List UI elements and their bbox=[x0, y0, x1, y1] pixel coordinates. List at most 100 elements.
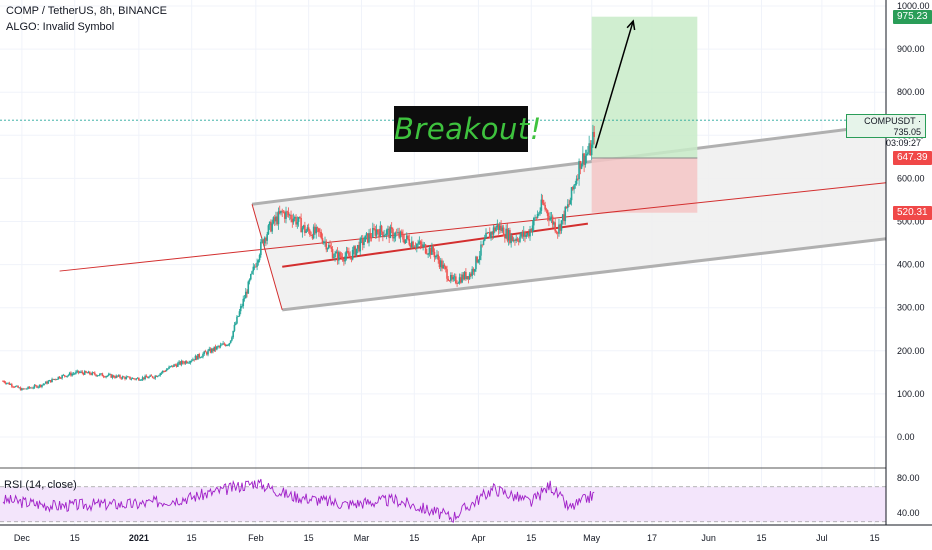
candle-body bbox=[374, 229, 377, 236]
candle-body bbox=[85, 371, 87, 373]
time-tick-label: 15 bbox=[756, 533, 766, 543]
candle-body bbox=[101, 373, 104, 377]
candle-body bbox=[471, 268, 473, 276]
candle-body bbox=[155, 375, 158, 377]
candle-body bbox=[486, 232, 489, 234]
time-tick-label: 17 bbox=[647, 533, 657, 543]
breakout-annotation[interactable]: Breakout! bbox=[394, 106, 541, 152]
candle-body bbox=[48, 380, 51, 382]
candle-body bbox=[517, 240, 520, 242]
candle-body bbox=[175, 365, 178, 367]
candle-body bbox=[353, 246, 355, 250]
candle-body bbox=[546, 210, 549, 216]
candle-body bbox=[17, 385, 19, 388]
candle-body bbox=[407, 235, 409, 240]
candle-body bbox=[44, 381, 47, 384]
candle-body bbox=[76, 370, 79, 372]
symbol-legend[interactable]: COMP / TetherUS, 8h, BINANCE bbox=[6, 5, 167, 17]
price-channel[interactable] bbox=[251, 123, 887, 312]
candle-body bbox=[38, 384, 41, 387]
candle-body bbox=[549, 217, 551, 221]
candle-body bbox=[86, 372, 89, 374]
last-price-tag: COMPUSDT · 735.05 03:09:27 bbox=[846, 114, 926, 148]
candle-body bbox=[304, 225, 306, 233]
time-tick-label: Apr bbox=[471, 533, 485, 543]
candle-body bbox=[338, 252, 340, 261]
candle-body bbox=[421, 244, 423, 247]
candle-body bbox=[224, 344, 227, 346]
candle-body bbox=[133, 378, 135, 379]
candle-body bbox=[39, 384, 42, 387]
candle-body bbox=[237, 316, 240, 317]
candle-body bbox=[117, 375, 120, 377]
candle-body bbox=[241, 306, 243, 307]
symbol-name: COMPUSDT bbox=[864, 116, 916, 127]
rsi-legend[interactable]: RSI (14, close) bbox=[4, 479, 77, 491]
candle-body bbox=[330, 247, 333, 250]
candle-body bbox=[570, 187, 573, 201]
candle-body bbox=[354, 246, 356, 256]
candle-body bbox=[404, 239, 407, 244]
candle-body bbox=[257, 260, 260, 263]
candle-body bbox=[270, 221, 272, 232]
candle-body bbox=[223, 343, 226, 345]
candle-body bbox=[311, 235, 314, 239]
candle-body bbox=[480, 244, 482, 256]
candle-body bbox=[121, 376, 124, 379]
indicator-legend[interactable]: ALGO: Invalid Symbol bbox=[6, 21, 115, 33]
candle-body bbox=[360, 238, 363, 239]
candle-body bbox=[316, 227, 319, 229]
rsi-tick-label: 80.00 bbox=[897, 473, 920, 483]
candle-body bbox=[541, 199, 544, 203]
candle-body bbox=[134, 378, 136, 380]
channel-lower bbox=[282, 237, 887, 312]
candle-body bbox=[499, 225, 501, 231]
candle-body bbox=[174, 364, 177, 366]
candle-body bbox=[107, 374, 110, 376]
candle-body bbox=[419, 241, 422, 245]
candle-body bbox=[417, 243, 419, 245]
profit-zone bbox=[591, 16, 698, 158]
candle-body bbox=[502, 227, 505, 237]
candle-body bbox=[446, 269, 448, 279]
candle-body bbox=[33, 385, 36, 388]
candle-body bbox=[219, 344, 222, 347]
candle-body bbox=[131, 378, 134, 379]
candle-body bbox=[466, 276, 468, 280]
candle-body bbox=[428, 248, 431, 254]
candle-body bbox=[553, 222, 555, 225]
candle-body bbox=[218, 346, 221, 348]
candle-body bbox=[455, 276, 457, 284]
candle-body bbox=[281, 210, 284, 212]
candle-body bbox=[4, 382, 7, 384]
candle-body bbox=[95, 374, 97, 376]
candle-body bbox=[227, 344, 229, 346]
price-tick-label: 0.00 bbox=[897, 432, 915, 442]
candle-body bbox=[516, 238, 519, 241]
candle-body bbox=[63, 374, 66, 377]
candle-body bbox=[592, 131, 594, 145]
candle-body bbox=[463, 271, 466, 280]
candle-body bbox=[160, 372, 163, 374]
forecast-arrow[interactable] bbox=[594, 19, 636, 149]
candle-body bbox=[154, 375, 156, 379]
candle-body bbox=[267, 225, 270, 235]
candle-body bbox=[291, 219, 294, 223]
candle-body bbox=[61, 375, 63, 379]
candle-body bbox=[462, 274, 465, 280]
candle-body bbox=[568, 204, 570, 206]
trend-lines[interactable] bbox=[59, 182, 887, 272]
candle-body bbox=[432, 246, 434, 252]
candle-body bbox=[232, 330, 234, 338]
candle-body bbox=[571, 187, 574, 190]
candle-body bbox=[169, 366, 172, 368]
price-tick-label: 200.00 bbox=[897, 346, 925, 356]
candle-body bbox=[345, 251, 348, 257]
long-position-tool[interactable] bbox=[591, 16, 698, 213]
candle-body bbox=[441, 260, 443, 269]
price-tick-label: 900.00 bbox=[897, 44, 925, 54]
candle-body bbox=[234, 323, 237, 325]
candle-body bbox=[75, 371, 77, 374]
candle-body bbox=[452, 277, 455, 280]
